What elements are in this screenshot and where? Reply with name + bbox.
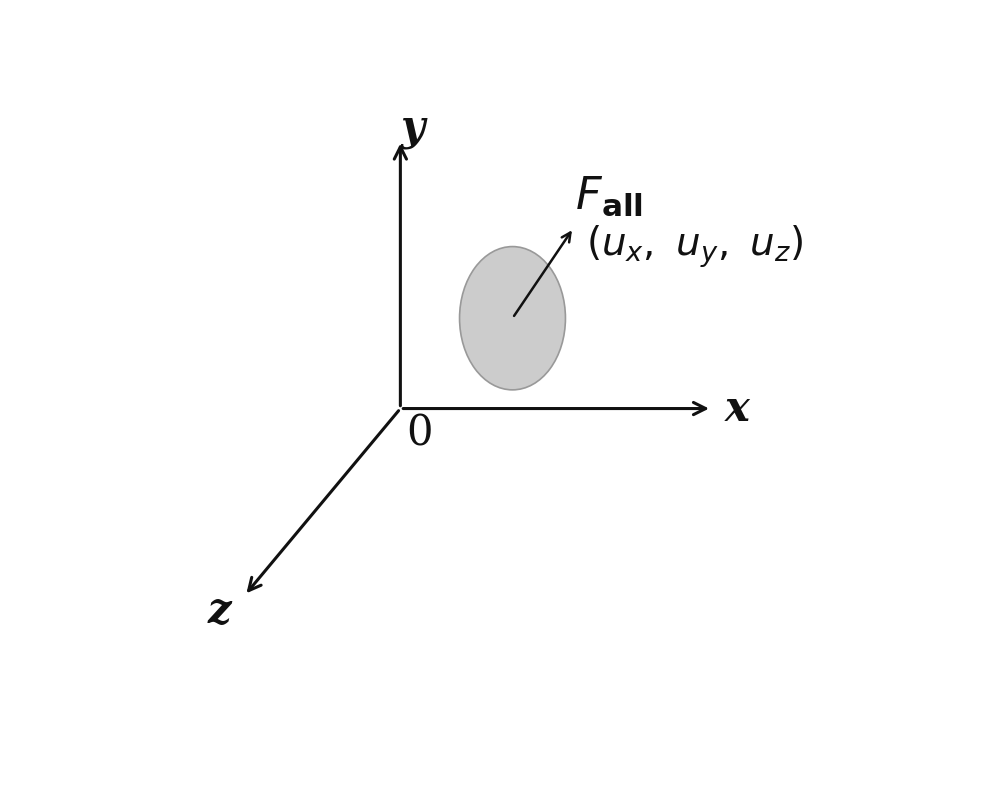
Text: x: x [724, 388, 749, 430]
Text: 0: 0 [406, 413, 432, 455]
Text: y: y [401, 108, 425, 149]
Text: $(\mathit{u}_{\mathit{x}},\ \mathit{u}_{\mathit{y}},\ \mathit{u}_{\mathit{z}})$: $(\mathit{u}_{\mathit{x}},\ \mathit{u}_{… [586, 223, 804, 270]
Text: $\boldsymbol{\mathit{F}}_{\mathbf{all}}$: $\boldsymbol{\mathit{F}}_{\mathbf{all}}$ [575, 175, 643, 218]
Ellipse shape [460, 247, 565, 390]
Text: z: z [208, 590, 232, 632]
